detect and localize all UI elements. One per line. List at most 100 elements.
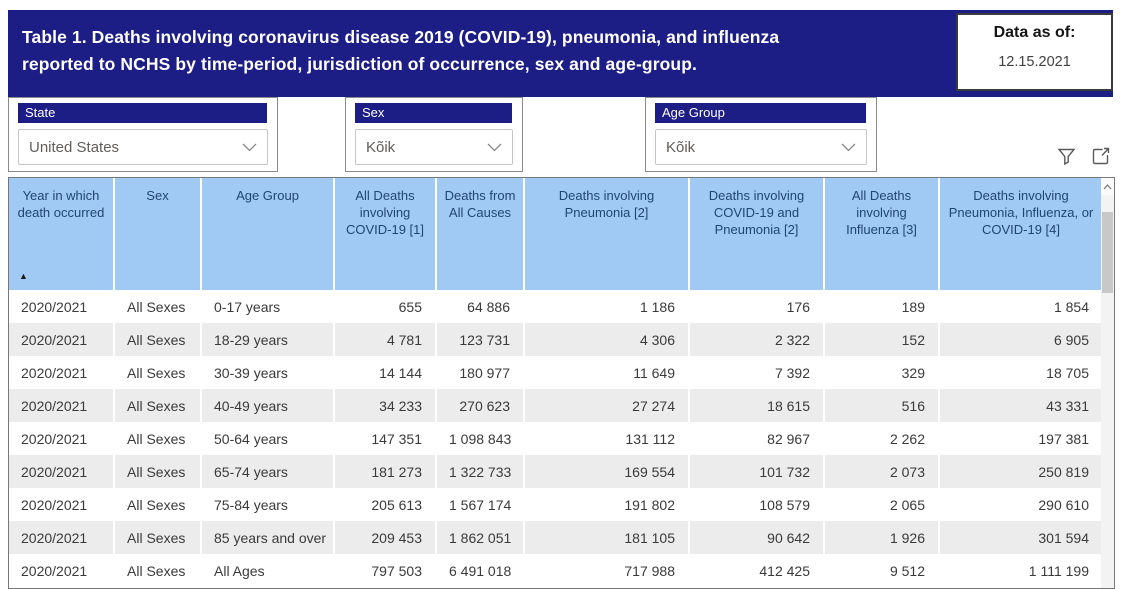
table-row: 2020/2021 All Sexes 50-64 years 147 351 1 09… [9,422,1102,455]
filter-state: State United States [8,97,278,172]
cell-text: 18-29 years [201,323,335,356]
column-header-label: All Deaths involving COVID-19 [1] [345,188,425,237]
funnel-icon [1057,148,1076,166]
cell-value: 90 642 [689,521,825,554]
cell-text: 75-84 years [201,488,335,521]
deaths-table-visual: Year in which death occurred ▲ Sex Age Grou… [8,177,1115,589]
column-header[interactable]: Deaths involving COVID-19 and Pneumonia … [689,178,825,290]
state-dropdown-value: United States [29,138,120,156]
table-row: 2020/2021 All Sexes 0-17 years 655 64 886 1 1… [9,290,1102,323]
cell-value: 82 967 [689,422,825,455]
table-header-row: Year in which death occurred ▲ Sex Age Grou… [9,178,1102,290]
data-as-of-box: Data as of: 12.15.2021 [956,13,1113,91]
column-header[interactable]: All Deaths involving COVID-19 [1] [334,178,437,290]
cell-value: 181 105 [524,521,690,554]
vertical-scrollbar[interactable] [1101,178,1114,588]
column-header[interactable]: Year in which death occurred ▲ [9,178,115,290]
column-header[interactable]: Deaths involving Pneumonia [2] [524,178,690,290]
cell-value: 329 [824,356,940,389]
cell-text: 40-49 years [201,389,335,422]
state-dropdown[interactable]: United States [18,129,268,165]
page-title-line1: Table 1. Deaths involving coronavirus di… [22,27,780,47]
cell-text: 2020/2021 [9,521,115,554]
page-title: Table 1. Deaths involving coronavirus di… [8,10,1113,78]
scrollbar-thumb[interactable] [1102,212,1113,293]
visual-header-toolbar [1056,146,1111,167]
column-header-label: Year in which death occurred [17,188,105,220]
cell-value: 1 098 843 [436,422,525,455]
cell-value: 152 [824,323,940,356]
cell-value: 169 554 [524,455,690,488]
table-row: 2020/2021 All Sexes 40-49 years 34 233 270 6… [9,389,1102,422]
focus-mode-icon [1092,147,1109,165]
sex-dropdown[interactable]: Kõik [355,129,513,165]
cell-value: 191 802 [524,488,690,521]
cell-value: 717 988 [524,554,690,587]
cell-value: 9 512 [824,554,940,587]
cell-value: 6 491 018 [436,554,525,587]
cell-value: 1 854 [1053,298,1089,315]
cell-value: 4 306 [524,323,690,356]
cell-value: 180 977 [436,356,525,389]
table-row: 2020/2021 All Sexes 65-74 years 181 273 1 32… [9,455,1102,488]
cell-value: 64 886 [436,290,525,323]
table-row: 2020/2021 All Sexes 30-39 years 14 144 180 9… [9,356,1102,389]
column-header-label: Deaths involving COVID-19 and Pneumonia … [708,188,805,237]
cell-value: 2 065 [824,488,940,521]
cell-value: 11 649 [524,356,690,389]
cell-value: 797 503 [334,554,437,587]
cell-value: 27 274 [524,389,690,422]
cell-value: 176 [689,290,825,323]
cell-text: 2020/2021 [9,356,115,389]
cell-value: 1 567 174 [436,488,525,521]
title-bar: Table 1. Deaths involving coronavirus di… [8,10,1113,97]
cell-value: 205 613 [334,488,437,521]
cell-value: 209 453 [334,521,437,554]
cell-value: 147 351 [334,422,437,455]
column-header-label: Deaths involving Pneumonia, Influenza, o… [948,188,1094,237]
cell-value: 1 186 [524,290,690,323]
cell-value: 2 262 [824,422,940,455]
filter-sex: Sex Kõik [345,97,523,172]
cell-value: 34 233 [334,389,437,422]
cell-value: 1 111 199 [1028,562,1089,579]
cell-text: All Sexes [114,488,202,521]
cell-text: All Ages [201,554,335,587]
cell-value: 1 926 [824,521,940,554]
column-header[interactable]: All Deaths involving Influenza [3] [824,178,940,290]
filter-button[interactable] [1056,146,1077,167]
filter-age-group-label: Age Group [655,103,866,123]
age-group-dropdown[interactable]: Kõik [655,129,867,165]
cell-text: 0-17 years [201,290,335,323]
data-as-of-label: Data as of: [993,24,1076,41]
cell-value: 270 623 [436,389,525,422]
cell-value: 123 731 [436,323,525,356]
cell-text: All Sexes [114,356,202,389]
cell-value: 655 [334,290,437,323]
cell-value: 181 273 [334,455,437,488]
cell-value: 197 381 [1038,430,1089,447]
filter-state-label: State [18,103,267,123]
scroll-up-button[interactable] [1101,178,1114,195]
cell-text: 2020/2021 [9,323,115,356]
cell-value: 14 144 [334,356,437,389]
column-header[interactable]: Sex [114,178,202,290]
chevron-down-icon [487,143,502,151]
column-header[interactable]: Age Group [201,178,335,290]
column-header[interactable]: Deaths involving Pneumonia, Influenza, o… [939,178,1102,290]
cell-text: 2020/2021 [9,389,115,422]
column-header-label: Age Group [236,188,299,203]
sex-dropdown-value: Kõik [366,138,396,156]
cell-value: 301 594 [1038,529,1089,546]
cell-value: 7 392 [689,356,825,389]
data-table: Year in which death occurred ▲ Sex Age Grou… [9,178,1102,587]
cell-value: 4 781 [334,323,437,356]
cell-value: 18 705 [1046,364,1089,381]
page-title-line2: reported to NCHS by time-period, jurisdi… [22,54,697,74]
column-header[interactable]: Deaths from All Causes [436,178,525,290]
focus-mode-button[interactable] [1090,146,1111,167]
cell-text: 50-64 years [201,422,335,455]
cell-text: 65-74 years [201,455,335,488]
cell-text: All Sexes [114,389,202,422]
cell-value: 1 322 733 [436,455,525,488]
